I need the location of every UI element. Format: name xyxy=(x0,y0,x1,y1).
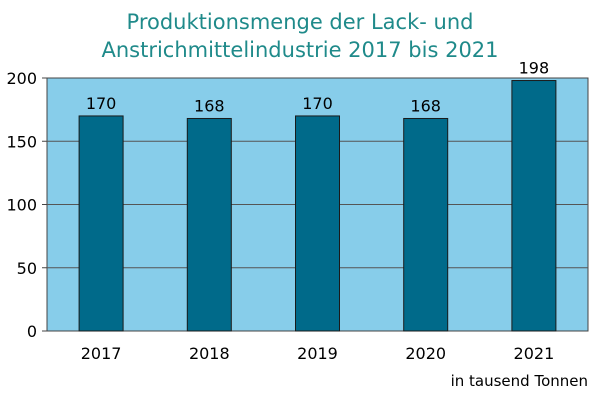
data-labels: 170 168 170 168 198 xyxy=(86,59,549,116)
chart-title-line-2: Anstrichmittelindustrie 2017 bis 2021 xyxy=(101,38,499,62)
data-label: 198 xyxy=(519,59,550,78)
bar-2018 xyxy=(186,117,232,332)
y-axis-ticks xyxy=(42,77,47,332)
data-label: 168 xyxy=(410,96,441,115)
bar-2017 xyxy=(78,115,124,332)
bar-2021 xyxy=(511,80,557,332)
x-axis-labels: 2017 2018 2019 2020 2021 xyxy=(81,344,555,363)
chart-title: Produktionsmenge der Lack- und Anstrichm… xyxy=(0,8,600,64)
bar-2020 xyxy=(403,117,449,332)
x-tick-label: 2017 xyxy=(81,344,122,363)
bars xyxy=(78,80,557,332)
y-axis-labels: 0 50 100 150 200 xyxy=(6,69,37,341)
x-tick-label: 2020 xyxy=(405,344,446,363)
x-tick-label: 2018 xyxy=(189,344,230,363)
bar-2019 xyxy=(295,115,340,332)
unit-note: in tausend Tonnen xyxy=(450,372,588,390)
data-label: 168 xyxy=(194,96,225,115)
y-tick-label: 100 xyxy=(6,196,37,215)
y-tick-label: 0 xyxy=(27,322,37,341)
y-tick-label: 200 xyxy=(6,69,37,88)
y-tick-label: 50 xyxy=(17,259,37,278)
y-tick-label: 150 xyxy=(6,132,37,151)
data-label: 170 xyxy=(86,94,117,113)
data-label: 170 xyxy=(302,94,333,113)
x-tick-label: 2021 xyxy=(514,344,555,363)
x-tick-label: 2019 xyxy=(297,344,338,363)
chart-title-line-1: Produktionsmenge der Lack- und xyxy=(126,10,474,34)
